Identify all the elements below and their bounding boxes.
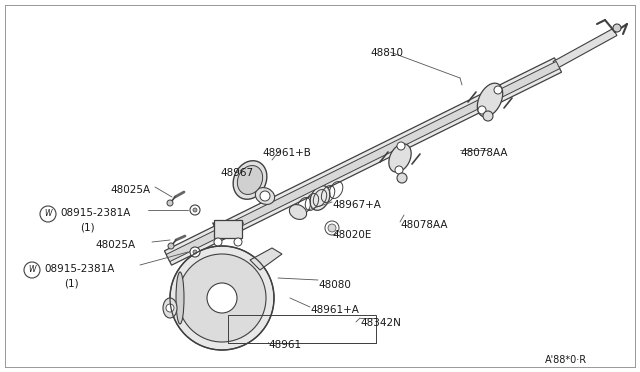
Polygon shape (166, 61, 560, 262)
Ellipse shape (310, 186, 330, 210)
Circle shape (193, 250, 197, 254)
Circle shape (178, 254, 266, 342)
Text: 08915-2381A: 08915-2381A (60, 208, 131, 218)
Text: 48810: 48810 (370, 48, 403, 58)
Ellipse shape (389, 144, 411, 172)
Text: 48342N: 48342N (360, 318, 401, 328)
Text: 48025A: 48025A (110, 185, 150, 195)
Circle shape (234, 238, 242, 246)
Bar (228, 315, 376, 343)
Circle shape (395, 166, 403, 174)
Circle shape (494, 86, 502, 94)
Text: 48967: 48967 (220, 168, 253, 178)
Text: (1): (1) (64, 278, 79, 288)
Circle shape (207, 283, 237, 313)
Polygon shape (250, 248, 282, 270)
Bar (214, 220, 242, 238)
Circle shape (328, 224, 336, 232)
Circle shape (166, 304, 174, 312)
Ellipse shape (477, 83, 502, 117)
Circle shape (260, 191, 270, 201)
Text: 08915-2381A: 08915-2381A (44, 264, 115, 274)
Text: W: W (44, 209, 52, 218)
Polygon shape (553, 29, 617, 68)
Ellipse shape (237, 166, 262, 195)
Circle shape (170, 246, 274, 350)
Ellipse shape (289, 205, 307, 219)
Circle shape (483, 111, 493, 121)
Ellipse shape (163, 298, 177, 318)
Circle shape (193, 208, 197, 212)
Text: 48961: 48961 (268, 340, 301, 350)
Circle shape (478, 106, 486, 114)
Text: 48961+A: 48961+A (310, 305, 359, 315)
Ellipse shape (233, 161, 267, 199)
Circle shape (214, 238, 222, 246)
Circle shape (190, 205, 200, 215)
Circle shape (168, 243, 174, 249)
Ellipse shape (176, 272, 184, 324)
Text: 48020E: 48020E (332, 230, 371, 240)
Text: 48025A: 48025A (95, 240, 135, 250)
Text: 48078AA: 48078AA (460, 148, 508, 158)
Text: A'88*0·R: A'88*0·R (545, 355, 587, 365)
Text: W: W (28, 266, 36, 275)
Text: (1): (1) (80, 222, 95, 232)
Text: 48967+A: 48967+A (332, 200, 381, 210)
Text: 48078AA: 48078AA (400, 220, 447, 230)
Circle shape (397, 142, 405, 150)
Circle shape (190, 247, 200, 257)
Circle shape (397, 173, 407, 183)
Text: 48961+B: 48961+B (262, 148, 311, 158)
Text: 48080: 48080 (318, 280, 351, 290)
Circle shape (167, 200, 173, 206)
Ellipse shape (255, 187, 275, 205)
Polygon shape (164, 58, 561, 265)
Circle shape (613, 24, 621, 32)
Circle shape (325, 221, 339, 235)
